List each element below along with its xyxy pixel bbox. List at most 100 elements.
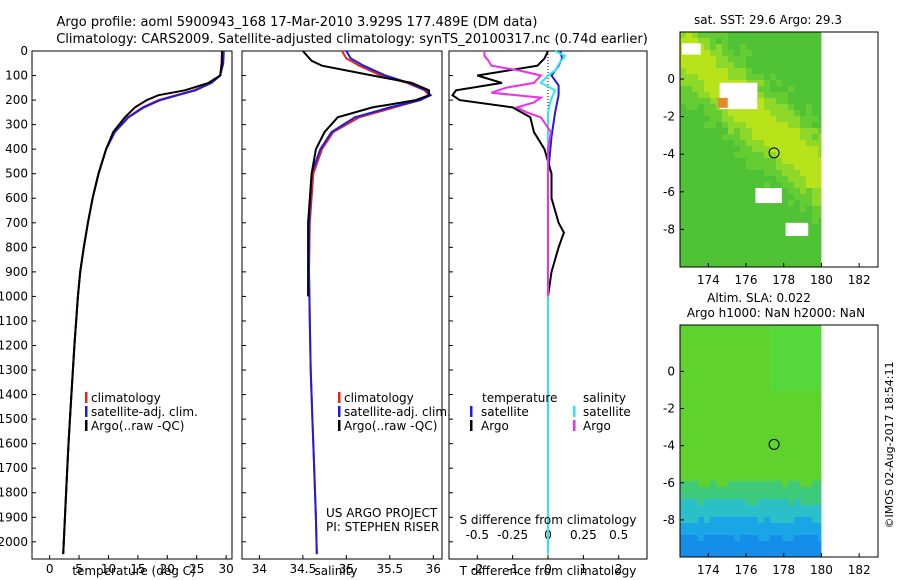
map-cell (800, 110, 807, 117)
map-cell (722, 409, 729, 416)
map-cell (728, 337, 735, 344)
map-cell (686, 493, 693, 500)
map-cell (776, 176, 783, 183)
map-cell (680, 541, 687, 548)
x-tick-label: 36 (426, 562, 441, 576)
map-cell (734, 62, 741, 69)
map-cell (698, 182, 705, 189)
map-cell (734, 122, 741, 129)
map-cell (734, 146, 741, 153)
map-cell (776, 517, 783, 524)
series-line-satellite-adj-clim- (308, 50, 433, 555)
map-cell (734, 182, 741, 189)
map-cell (812, 517, 819, 524)
map-cell (806, 32, 813, 39)
map-cell (782, 38, 789, 45)
map-cell (734, 439, 741, 446)
map-cell (788, 451, 795, 458)
map-cell (698, 98, 705, 105)
map-cell (704, 44, 711, 51)
map-cell (764, 152, 771, 159)
map-cell (716, 158, 723, 165)
series-line-climatology (307, 50, 431, 555)
map-cell (728, 379, 735, 386)
map-cell (764, 487, 771, 494)
map-cell (818, 146, 822, 153)
map-cell (734, 200, 741, 207)
map-cell (680, 349, 687, 356)
map-y-tick-label: -6 (663, 476, 675, 490)
map-cell (782, 535, 789, 542)
map-cell (752, 451, 759, 458)
map-cell (776, 553, 783, 558)
map-cell (722, 224, 729, 231)
map-cell (740, 553, 747, 558)
map-cell (782, 385, 789, 392)
map-cell (764, 80, 771, 87)
map-cell (752, 224, 759, 231)
map-cell (746, 331, 753, 338)
map-cell (764, 325, 771, 332)
map-cell (794, 236, 801, 243)
map-cell (794, 475, 801, 482)
map-cell (818, 427, 822, 434)
map-cell (788, 403, 795, 410)
map-cell (782, 493, 789, 500)
map-cell (740, 415, 747, 422)
map-cell (728, 158, 735, 165)
map-cell (728, 170, 735, 177)
map-cell (746, 343, 753, 350)
map-cell (782, 248, 789, 255)
map-cell (812, 433, 819, 440)
map-cell (722, 134, 729, 141)
map-cell (728, 56, 735, 63)
map-cell (740, 349, 747, 356)
map-cell (704, 547, 711, 554)
map-cell (692, 469, 699, 476)
map-cell (716, 541, 723, 548)
map-cell (692, 499, 699, 506)
map-x-tick-label: 176 (735, 563, 758, 577)
map-cell (776, 68, 783, 75)
map-cell (758, 236, 765, 243)
legend-swatch-climatology (338, 392, 341, 403)
map-cell (740, 385, 747, 392)
map-cell (794, 32, 801, 39)
map-cell (770, 325, 777, 332)
map-cell (746, 493, 753, 500)
map-cell (758, 463, 765, 470)
map-cell (680, 176, 687, 183)
map-cell (812, 128, 819, 135)
map-cell (728, 493, 735, 500)
map-cell (758, 427, 765, 434)
map-cell (680, 74, 687, 81)
map-cell (818, 505, 822, 512)
map-cell (806, 56, 813, 63)
map-cell (794, 493, 801, 500)
map-cell (764, 463, 771, 470)
map-cell (698, 331, 705, 338)
map-cell (740, 505, 747, 512)
map-cell (758, 529, 765, 536)
map-cell (770, 475, 777, 482)
map-cell (698, 110, 705, 117)
map-cell (704, 463, 711, 470)
map-cell (698, 349, 705, 356)
map-cell (680, 146, 687, 153)
depth-tick-label: 1800 (0, 486, 28, 500)
map-cell (686, 230, 693, 237)
map-cell (758, 433, 765, 440)
map-cell (716, 248, 723, 255)
map-cell (794, 541, 801, 548)
map-cell (752, 541, 759, 548)
x-tick-label: 15 (130, 562, 145, 576)
map-cell (722, 140, 729, 147)
map-cell (812, 242, 819, 249)
map-cell (794, 116, 801, 123)
map-cell (794, 337, 801, 344)
map-cell (752, 505, 759, 512)
map-cell (752, 409, 759, 416)
map-cell (788, 331, 795, 338)
map-cell (782, 481, 789, 488)
map-cell (806, 337, 813, 344)
